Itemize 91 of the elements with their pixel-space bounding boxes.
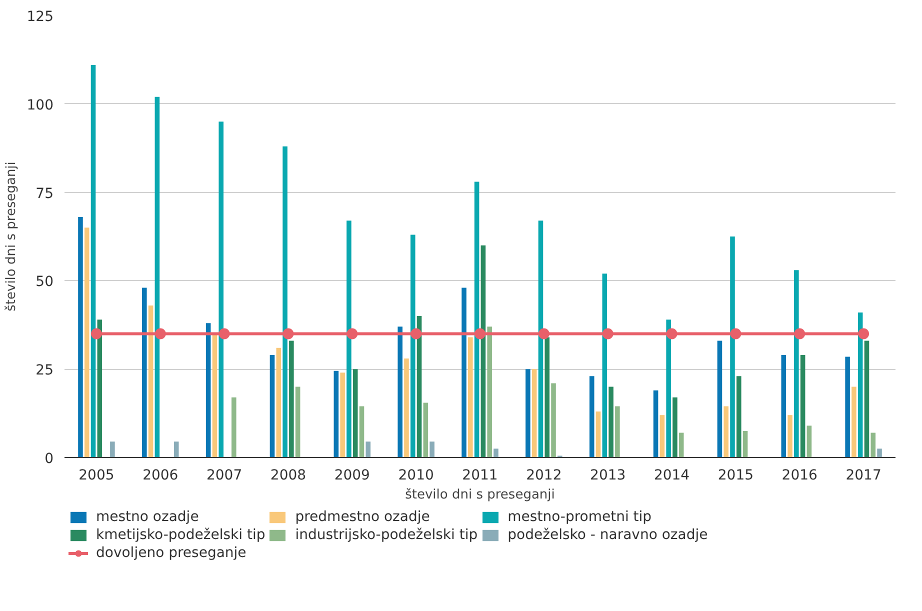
bar <box>736 376 742 458</box>
bar <box>487 326 492 458</box>
legend-label: kmetijsko-podeželski tip <box>96 527 266 543</box>
x-tick-label: 2017 <box>846 468 882 484</box>
bar <box>845 356 850 458</box>
x-tick-label: 2007 <box>206 468 242 484</box>
y-tick-label: 50 <box>36 274 54 290</box>
x-tick-label: 2014 <box>654 468 690 484</box>
bar <box>538 220 544 458</box>
x-tick-label: 2015 <box>718 468 754 484</box>
bar <box>148 305 154 458</box>
bar <box>852 386 856 458</box>
bar <box>270 354 275 458</box>
bar <box>212 334 218 458</box>
y-tick-label: 0 <box>44 451 54 467</box>
y-tick-label: 75 <box>36 186 54 202</box>
bar <box>218 122 224 458</box>
y-tick-label: 100 <box>26 97 54 114</box>
bar <box>282 146 288 458</box>
bar <box>174 442 179 458</box>
bar <box>788 415 792 458</box>
bar <box>806 426 812 458</box>
legend-label: podeželsko - naravno ozadje <box>508 527 708 543</box>
bar <box>78 217 83 458</box>
bar <box>289 340 294 458</box>
bar <box>589 376 594 458</box>
bar <box>84 228 90 458</box>
bar <box>781 354 786 458</box>
bar <box>480 245 486 458</box>
bar <box>494 448 498 458</box>
bar <box>672 397 678 458</box>
x-tick-label: 2005 <box>78 468 114 484</box>
bar <box>334 370 339 458</box>
bar <box>532 369 537 458</box>
bar <box>608 386 614 458</box>
y-tick-label: 25 <box>36 362 54 379</box>
bar <box>423 402 428 458</box>
bar <box>359 406 364 458</box>
bar <box>864 340 870 458</box>
x-tick-label: 2016 <box>782 468 818 484</box>
bar <box>154 96 160 458</box>
bar <box>206 323 211 458</box>
x-tick-label: 2013 <box>590 468 626 484</box>
bar <box>474 182 480 458</box>
bar <box>110 442 115 458</box>
y-axis-title: število dni s preseganji <box>4 162 19 312</box>
bar <box>551 383 556 458</box>
bar <box>678 432 684 458</box>
bar <box>430 442 434 458</box>
bar <box>660 415 665 458</box>
bar <box>800 354 806 458</box>
x-tick-label: 2009 <box>334 468 370 484</box>
bar <box>615 406 620 458</box>
x-axis-title: število dni s preseganji <box>405 488 555 502</box>
bar <box>666 320 671 458</box>
bar <box>366 442 371 458</box>
x-tick-label: 2011 <box>462 468 498 484</box>
bar <box>352 369 358 458</box>
bar <box>462 288 466 458</box>
bar <box>742 430 748 458</box>
bar <box>468 337 473 458</box>
bar <box>90 65 96 458</box>
legend-label: mestno ozadje <box>96 509 199 525</box>
x-tick-label: 2006 <box>142 468 178 484</box>
bar <box>340 372 345 458</box>
x-tick-label: 2012 <box>526 468 562 484</box>
bar <box>410 234 416 458</box>
legend-label: dovoljeno preseganje <box>96 545 246 561</box>
legend-label: predmestno ozadje <box>295 509 430 525</box>
bar <box>295 386 300 458</box>
y-tick-label: 125 <box>26 9 54 25</box>
x-tick-label: 2010 <box>398 468 434 484</box>
bar <box>398 326 402 458</box>
bar <box>730 236 735 458</box>
bar <box>653 390 658 458</box>
bar <box>870 432 876 458</box>
bar <box>404 358 409 458</box>
bar <box>877 448 882 458</box>
bar <box>276 348 282 458</box>
legend-label: mestno-prometni tip <box>508 509 652 525</box>
bar <box>232 397 236 458</box>
bar <box>794 270 799 458</box>
x-tick-label: 2008 <box>270 468 306 484</box>
bar <box>596 412 601 458</box>
bar <box>717 340 722 458</box>
bar <box>544 337 550 458</box>
bar <box>346 220 352 458</box>
bar <box>526 369 530 458</box>
bar <box>724 406 728 458</box>
legend-label: industrijsko-podeželski tip <box>295 527 478 543</box>
bar <box>142 288 147 458</box>
